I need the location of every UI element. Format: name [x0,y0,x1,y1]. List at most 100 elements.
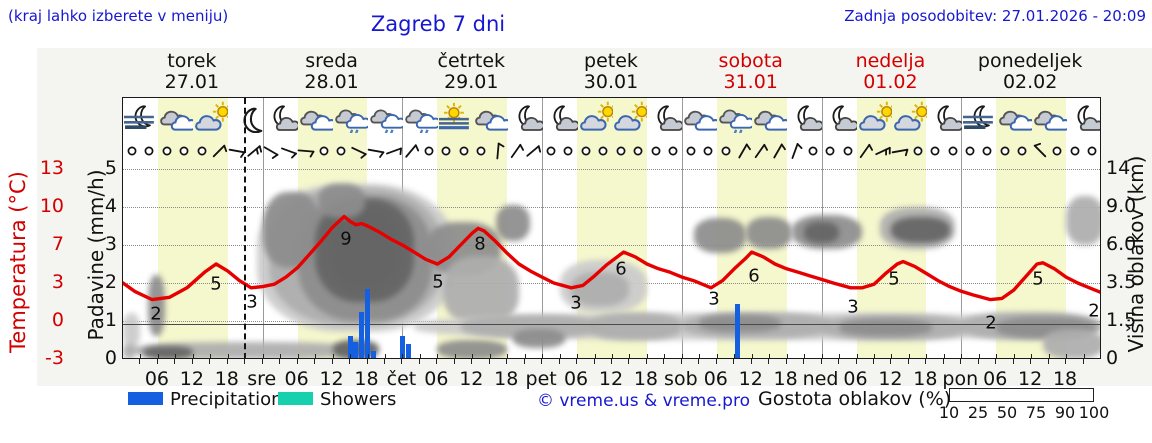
time-tick-inner [786,354,788,358]
time-tick-inner [839,354,841,358]
time-tick-inner [367,354,369,358]
time-tick-outer [314,359,316,364]
time-tick-inner [612,354,613,358]
wind-barb-icon [891,142,909,160]
time-tick-outer [680,359,682,364]
wind-calm-icon [315,142,333,160]
time-tick-outer [541,359,543,364]
time-tick-inner [699,354,701,358]
time-tick-outer [995,359,997,364]
day-date: 27.01 [164,71,220,93]
precip-tick-label: 2 [104,271,117,293]
wind-calm-icon [926,142,944,160]
time-tick-inner [524,354,526,358]
gridline [123,207,1100,208]
time-axis-label: 18 [633,368,659,390]
precip-tick-label: 0 [104,347,117,369]
precipitation-swatch [128,392,163,405]
time-tick-outer [471,359,473,364]
time-tick-outer [663,359,665,364]
time-tick-outer [750,359,752,364]
temp-value-label: 5 [1032,268,1044,290]
temp-value-label: 8 [474,233,486,255]
time-tick-inner [157,354,159,358]
wind-barb-icon [734,142,752,160]
time-tick-outer [191,359,193,364]
time-tick-outer [174,359,176,364]
time-tick-outer [611,359,612,364]
time-tick-outer [1030,359,1032,364]
wind-calm-icon [1048,142,1066,160]
time-tick-inner [821,354,823,358]
wind-calm-icon [594,142,612,160]
precip-tick-label: 5 [104,157,117,179]
time-tick-inner [804,354,806,358]
wind-calm-icon [1066,142,1084,160]
time-axis-label: 12 [598,368,624,390]
time-tick-outer [1065,359,1067,364]
cloud-density-blob [143,345,193,358]
density-tick-label: 25 [967,403,989,422]
time-tick-inner [1083,354,1085,358]
time-tick-outer [506,359,508,364]
cloud-tick-label: 14 [1106,157,1131,179]
time-tick-outer [558,359,560,364]
time-tick-inner [856,354,858,358]
cloud-density-blob [513,328,566,348]
wind-barb-icon [786,142,804,160]
density-tick-label: 90 [1054,403,1076,422]
time-tick-inner [751,354,753,358]
wind-calm-icon [1013,142,1031,160]
time-tick-outer [872,359,874,364]
day-date: 30.01 [583,71,639,93]
temp-value-label: 5 [432,271,444,293]
cloud-density-blob [693,218,746,253]
temp-value-label: 3 [570,292,582,314]
time-tick-outer [715,359,717,364]
time-axis-label: 06 [144,368,170,390]
wind-barb-icon [524,142,542,160]
last-update: Zadnja posodobitev: 27.01.2026 - 20:09 [844,7,1146,25]
time-tick-outer [593,359,595,364]
time-tick-outer [453,359,455,364]
precip-tick-label: 3 [104,233,117,255]
wind-calm-icon [629,142,647,160]
temp-value-label: 2 [1088,300,1100,322]
weather-icon-clouds-drizzle [716,101,753,133]
day-date: 29.01 [444,71,499,93]
time-tick-inner [280,354,282,358]
precipitation-bar [399,336,405,358]
copyright-link[interactable]: © vreme.us & vreme.pro [536,391,750,411]
time-tick-inner [227,354,229,358]
temp-tick-label: 0 [51,309,64,331]
time-axis-label: ned [802,368,839,390]
cloud-density-legend-label: Gostota oblakov (%) [758,388,952,410]
wind-barb-icon [262,142,280,160]
cloud-density-blob [318,184,365,219]
precipitation-bar [370,351,376,358]
wind-calm-icon [140,142,158,160]
time-tick-outer [785,359,787,364]
temp-value-label: 6 [615,258,627,280]
temp-tick-label: 10 [39,195,64,217]
weather-icon-sun-fog [437,101,473,133]
time-tick-outer [244,359,246,364]
time-tick-inner [716,354,718,358]
day-name: četrtek [437,50,506,72]
weather-icon-clouds [297,101,334,133]
time-tick-outer [838,359,840,364]
time-tick-outer [209,359,211,364]
time-axis-label: 12 [179,368,204,390]
precip-tick-label: 1 [104,309,117,331]
wind-calm-icon [944,142,962,160]
time-tick-outer [418,359,420,364]
day-name: nedelja [855,50,926,72]
cloud-base-line [123,324,1100,326]
weather-icon-moon-cloud [786,101,823,133]
wind-calm-icon [332,142,350,160]
time-tick-inner [891,354,893,358]
gridline [123,169,1100,170]
wind-calm-icon [420,142,438,160]
precip-tick-label: 4 [104,195,117,217]
